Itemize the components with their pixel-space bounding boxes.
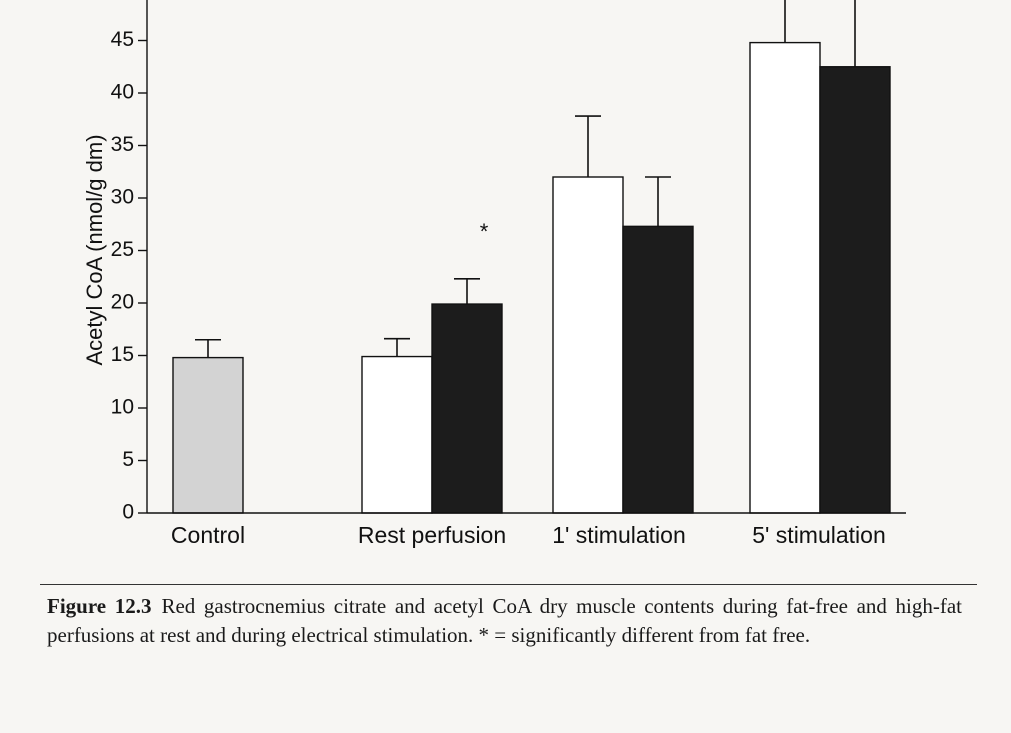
bar xyxy=(431,303,503,514)
bars-layer xyxy=(172,0,891,514)
bar xyxy=(749,41,821,514)
y-tick-label: 25 xyxy=(111,238,134,261)
bar xyxy=(622,225,694,514)
y-tick-label: 5 xyxy=(122,448,134,471)
bar-chart: 0 5 10 15 20 25 30 35 40 45 Control Rest perfusion… xyxy=(82,0,906,548)
x-category-label: 1' stimulation xyxy=(552,522,686,548)
caption-label: Figure 12.3 xyxy=(47,594,152,618)
y-tick-label: 35 xyxy=(111,133,134,156)
x-category-label: 5' stimulation xyxy=(752,522,886,548)
y-tick-label: 40 xyxy=(111,81,134,104)
x-axis: Control Rest perfusion 1' stimulation 5' st… xyxy=(171,522,886,548)
bar xyxy=(819,66,891,514)
bar xyxy=(361,355,433,514)
y-tick-label: 45 xyxy=(111,28,134,51)
bar xyxy=(172,356,244,514)
x-category-label: Control xyxy=(171,522,245,548)
bar xyxy=(552,176,624,514)
y-tick-label: 20 xyxy=(111,291,134,314)
x-category-label: Rest perfusion xyxy=(358,522,506,548)
y-tick-label: 30 xyxy=(111,186,134,209)
y-tick-label: 0 xyxy=(122,501,134,524)
figure-caption: Figure 12.3 Red gastrocnemius citrate and… xyxy=(47,592,962,650)
caption-text: Red gastrocnemius citrate and acetyl CoA… xyxy=(47,594,962,647)
y-axis: 0 5 10 15 20 25 30 35 40 45 xyxy=(111,28,147,524)
y-tick-label: 10 xyxy=(111,396,134,419)
y-tick-label: 15 xyxy=(111,343,134,366)
significance-asterisk: * xyxy=(480,219,489,244)
annotations: * xyxy=(480,219,489,244)
caption-divider xyxy=(40,584,977,585)
y-axis-label: Acetyl CoA (nmol/g dm) xyxy=(82,134,107,365)
